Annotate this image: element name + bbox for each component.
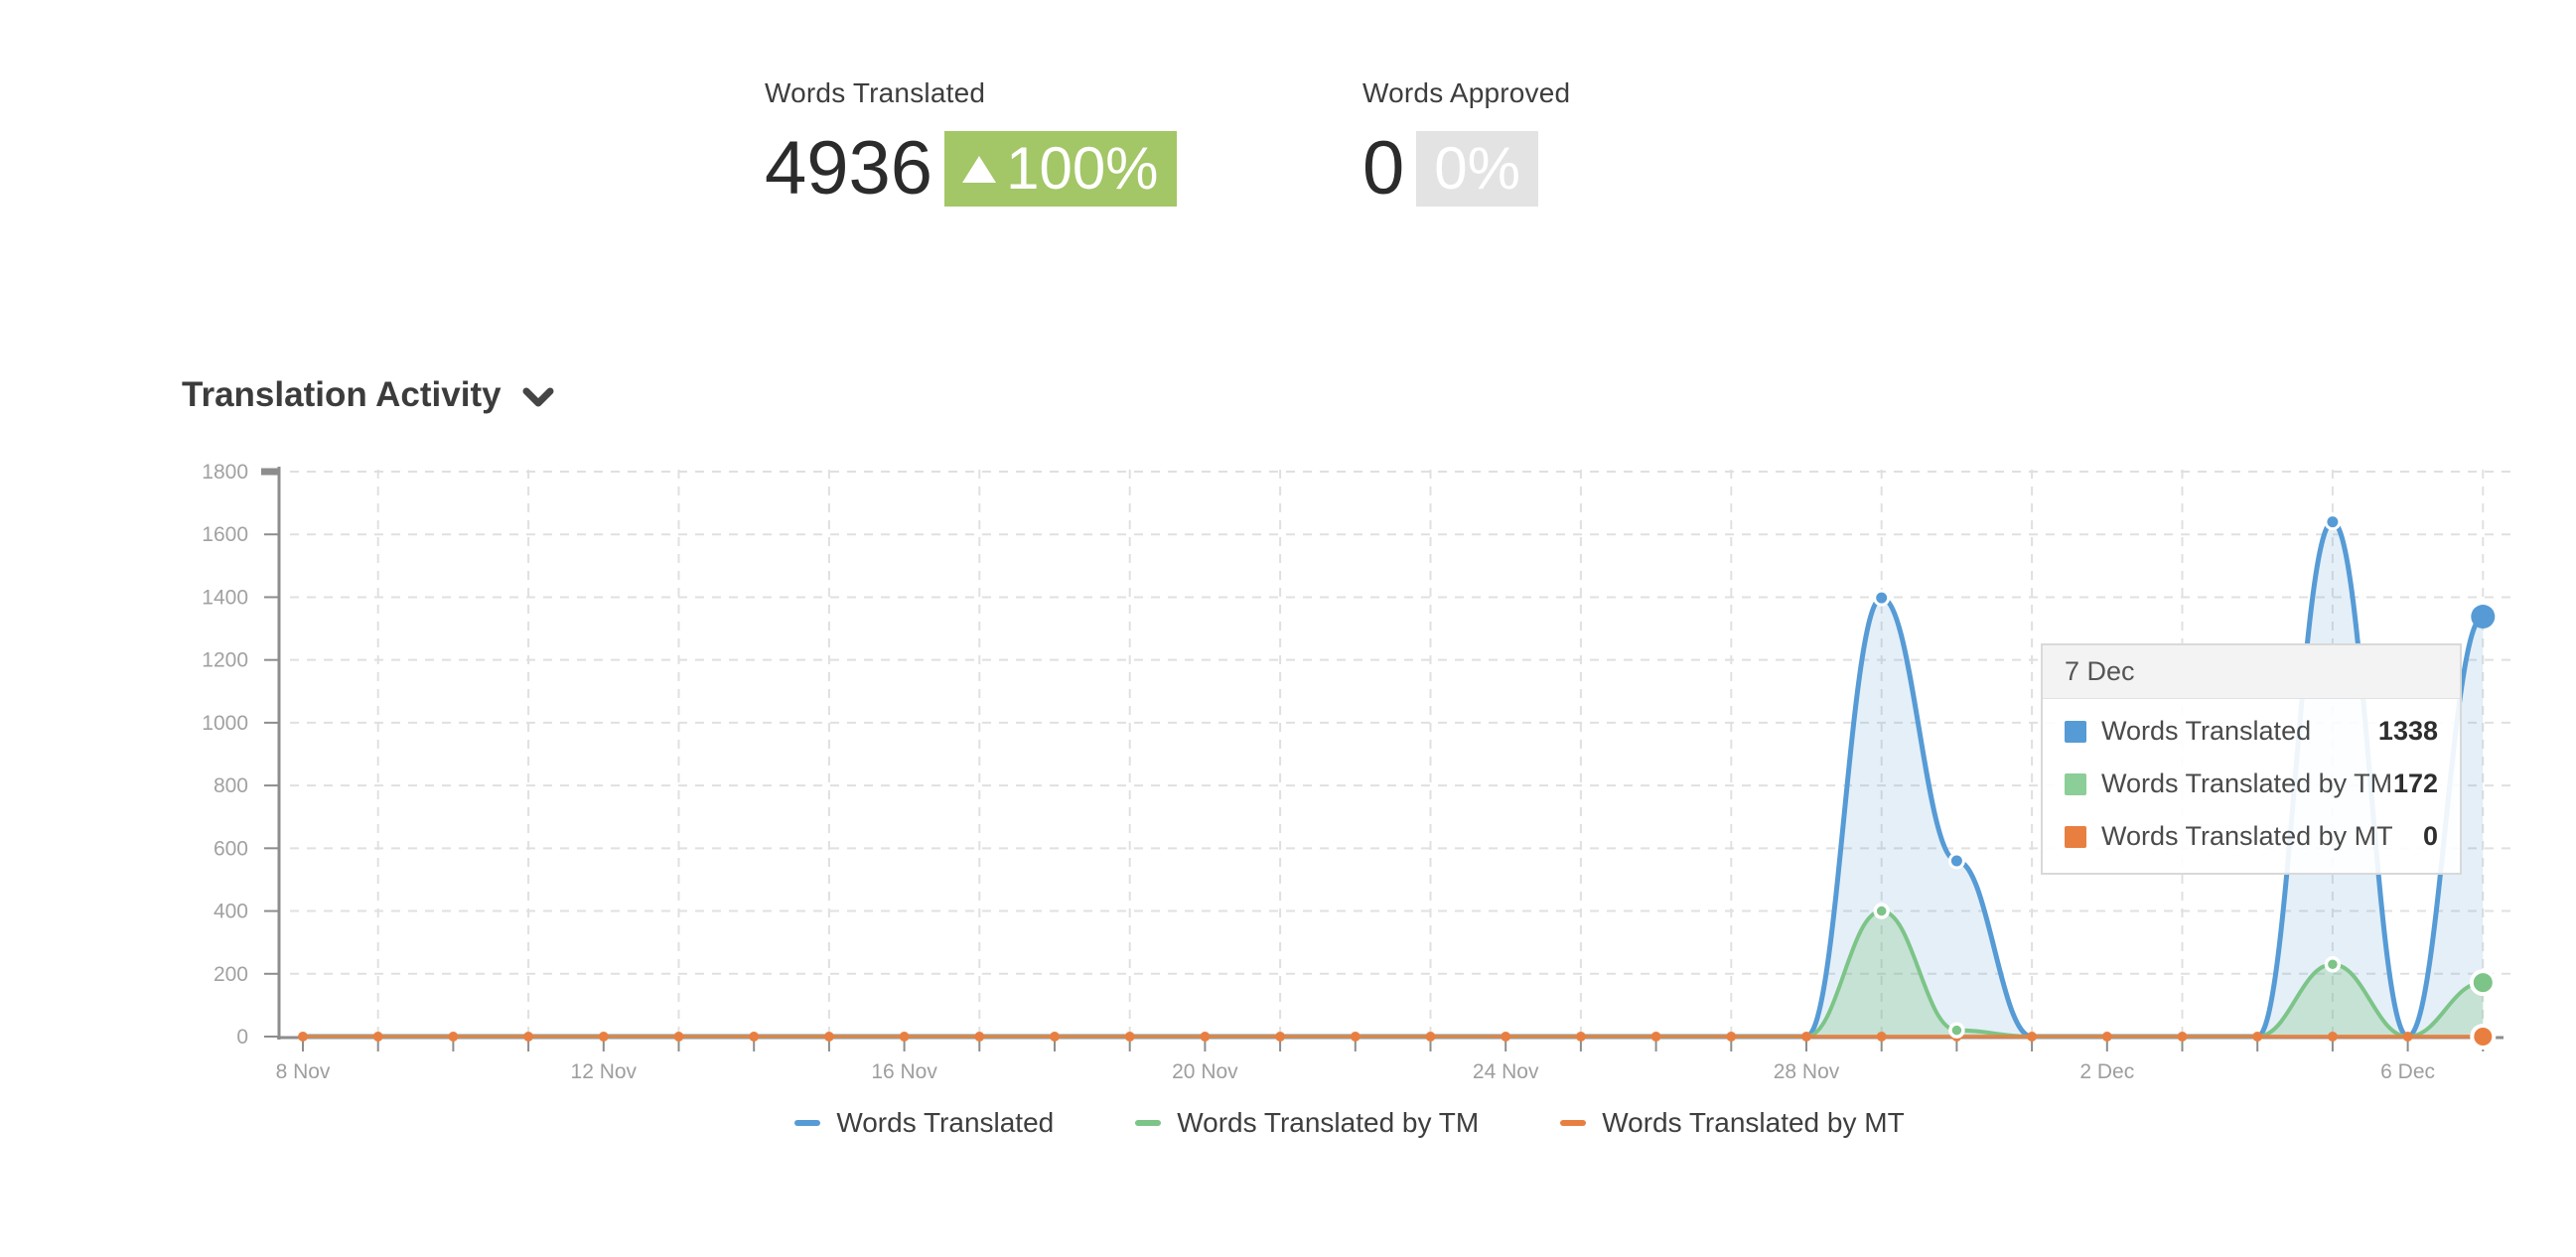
data-point (2252, 1032, 2263, 1042)
delta-value: 100% (1006, 135, 1159, 202)
data-point (1876, 1032, 1887, 1042)
data-point (372, 1032, 383, 1042)
data-point (1124, 1032, 1135, 1042)
data-point (2177, 1032, 2188, 1042)
data-point (1425, 1032, 1436, 1042)
delta-badge: 100% (944, 131, 1177, 207)
legend-item-words-translated-by-mt[interactable]: Words Translated by MT (1560, 1107, 1905, 1139)
data-point (2471, 605, 2496, 629)
data-point (1947, 852, 1965, 870)
data-point (448, 1032, 459, 1042)
y-axis-tick-label: 600 (214, 837, 248, 860)
data-point (974, 1032, 985, 1042)
y-axis-tick-label: 800 (214, 774, 248, 797)
data-point (2101, 1032, 2112, 1042)
series-markers (1873, 903, 2497, 1039)
tooltip-date: 7 Dec (2043, 645, 2460, 699)
data-point (2324, 513, 2342, 531)
delta-value: 0% (1434, 135, 1520, 202)
delta-badge: 0% (1416, 131, 1538, 207)
tooltip-row: Words Translated by MT 0 (2043, 810, 2460, 863)
y-axis-tick-label: 1400 (202, 586, 248, 609)
data-point (1350, 1032, 1360, 1042)
data-point (1575, 1032, 1586, 1042)
y-axis-tick-label: 1200 (202, 649, 248, 672)
legend-line-swatch (1560, 1120, 1587, 1126)
y-axis-tick-label: 1000 (202, 712, 248, 735)
legend-label: Words Translated by TM (1177, 1107, 1480, 1138)
legend-label: Words Translated by MT (1602, 1107, 1905, 1138)
data-point (2402, 1032, 2413, 1042)
x-axis-tick-label: 2 Dec (2079, 1060, 2134, 1083)
tooltip-row: Words Translated by TM 172 (2043, 758, 2460, 810)
stat-words-translated: Words Translated 4936 100% (765, 77, 1177, 207)
y-axis-tick-label: 400 (214, 901, 248, 923)
data-point (1948, 1022, 1965, 1039)
x-axis-tick-label: 20 Nov (1172, 1060, 1238, 1083)
data-point (673, 1032, 684, 1042)
tooltip-series-value: 172 (2392, 768, 2438, 798)
x-axis-tick-label: 6 Dec (2380, 1060, 2435, 1083)
x-axis-tick-label: 28 Nov (1774, 1060, 1840, 1083)
data-point (2027, 1032, 2038, 1042)
data-point (1650, 1032, 1661, 1042)
data-point (1050, 1032, 1060, 1042)
tooltip-series-value: 1338 (2377, 716, 2438, 746)
stat-value: 0 (1362, 126, 1405, 210)
stat-value: 4936 (765, 126, 933, 210)
x-axis-tick-label: 24 Nov (1473, 1060, 1539, 1083)
data-point (1726, 1032, 1737, 1042)
legend-item-words-translated-by-tm[interactable]: Words Translated by TM (1135, 1107, 1479, 1139)
section-header: Translation Activity (182, 375, 555, 415)
data-point (598, 1032, 609, 1042)
stat-label: Words Approved (1362, 77, 1571, 108)
stat-label: Words Translated (765, 77, 986, 108)
series-swatch (2065, 720, 2086, 743)
y-axis-tick-label: 0 (236, 1026, 248, 1048)
data-point (2327, 1032, 2338, 1042)
x-axis-tick-label: 12 Nov (571, 1060, 638, 1083)
data-point (1873, 589, 1891, 607)
triangle-up-icon (962, 155, 997, 183)
data-point (749, 1032, 760, 1042)
chart-legend: Words Translated Words Translated by TM … (123, 1107, 2576, 1139)
data-point (823, 1032, 834, 1042)
data-point (523, 1032, 534, 1042)
data-point (1801, 1032, 1811, 1042)
tooltip-series-value: 0 (2422, 821, 2438, 851)
tooltip-series-label: Words Translated (2101, 716, 2312, 746)
chevron-down-icon[interactable] (521, 385, 555, 411)
data-point (298, 1032, 308, 1042)
chart-tooltip: 7 Dec Words Translated 1338 Words Transl… (2041, 643, 2462, 875)
y-axis-tick-label: 200 (214, 963, 248, 986)
series-swatch (2065, 825, 2086, 848)
x-axis-tick-label: 8 Nov (276, 1060, 331, 1083)
data-point (1275, 1032, 1286, 1042)
data-point (2469, 969, 2497, 997)
section-title: Translation Activity (182, 375, 501, 414)
tooltip-series-label: Words Translated by TM (2101, 768, 2393, 798)
data-point (1873, 903, 1890, 919)
data-point (2324, 956, 2342, 973)
legend-item-words-translated[interactable]: Words Translated (794, 1107, 1054, 1139)
y-axis-tick-label: 1600 (202, 523, 248, 546)
data-point (2470, 1024, 2497, 1049)
data-point (899, 1032, 910, 1042)
x-axis-tick-label: 16 Nov (871, 1060, 937, 1083)
series-markers (1873, 513, 2496, 870)
tooltip-series-label: Words Translated by MT (2101, 821, 2393, 851)
y-axis-tick-label: 1800 (202, 461, 248, 484)
tooltip-row: Words Translated 1338 (2043, 705, 2460, 758)
series-swatch (2065, 772, 2086, 795)
data-point (1200, 1032, 1211, 1042)
legend-label: Words Translated (836, 1107, 1055, 1138)
legend-line-swatch (1135, 1120, 1162, 1126)
stat-words-approved: Words Approved 0 0% (1362, 77, 1570, 207)
legend-line-swatch (794, 1120, 821, 1126)
data-point (1501, 1032, 1511, 1042)
